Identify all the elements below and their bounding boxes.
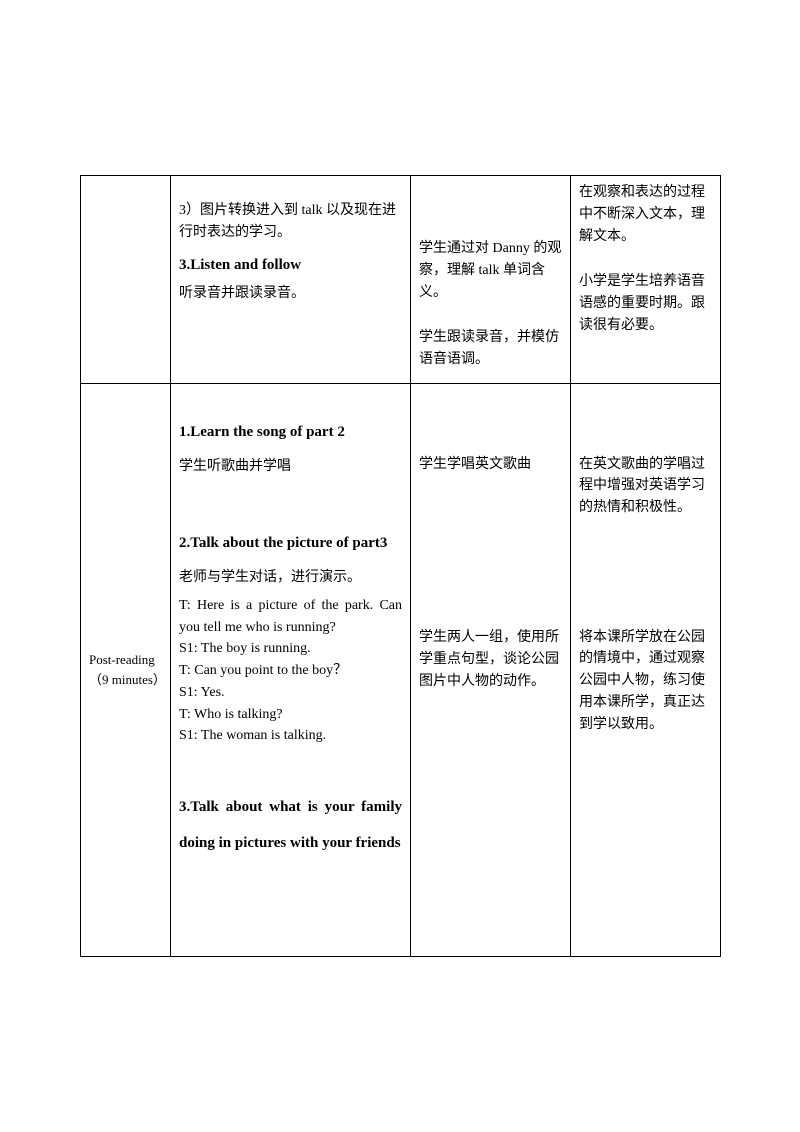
activity-text: 学生听歌曲并学唱 bbox=[179, 456, 402, 478]
activity-heading: 3.Listen and follow bbox=[179, 254, 402, 277]
stage-duration: （9 minutes） bbox=[89, 670, 162, 690]
student-cell: 学生学唱英文歌曲 学生两人一组，使用所学重点句型，谈论公园图片中人物的动作。 bbox=[411, 383, 571, 956]
stage-cell bbox=[81, 176, 171, 383]
student-text: 学生通过对 Danny 的观察，理解 talk 单词含义。 bbox=[419, 238, 562, 303]
student-text: 学生跟读录音，并模仿语音语调。 bbox=[419, 327, 562, 370]
activity-text: 老师与学生对话，进行演示。 bbox=[179, 567, 402, 589]
table-row: 3）图片转换进入到 talk 以及现在进行时表达的学习。 3.Listen an… bbox=[81, 176, 721, 383]
activity-cell: 3）图片转换进入到 talk 以及现在进行时表达的学习。 3.Listen an… bbox=[171, 176, 411, 383]
dialogue-line: T: Here is a picture of the park. Can yo… bbox=[179, 595, 402, 638]
dialogue-line: T: Can you point to the boy？ bbox=[179, 660, 402, 682]
purpose-cell: 在观察和表达的过程中不断深入文本，理解文本。 小学是学生培养语音语感的重要时期。… bbox=[571, 176, 721, 383]
document-page: 3）图片转换进入到 talk 以及现在进行时表达的学习。 3.Listen an… bbox=[80, 175, 720, 956]
dialogue-line: S1: Yes. bbox=[179, 682, 402, 704]
activity-text: 3）图片转换进入到 talk 以及现在进行时表达的学习。 bbox=[179, 200, 402, 243]
lesson-plan-table: 3）图片转换进入到 talk 以及现在进行时表达的学习。 3.Listen an… bbox=[80, 175, 721, 956]
student-text: 学生两人一组，使用所学重点句型，谈论公园图片中人物的动作。 bbox=[419, 627, 562, 692]
stage-label: Post-reading bbox=[89, 650, 162, 670]
activity-cell: 1.Learn the song of part 2 学生听歌曲并学唱 2.Ta… bbox=[171, 383, 411, 956]
dialogue-block: T: Here is a picture of the park. Can yo… bbox=[179, 595, 402, 747]
activity-heading: 1.Learn the song of part 2 bbox=[179, 414, 402, 450]
table-row: Post-reading （9 minutes） 1.Learn the son… bbox=[81, 383, 721, 956]
purpose-text: 小学是学生培养语音语感的重要时期。跟读很有必要。 bbox=[579, 271, 712, 336]
activity-heading: 2.Talk about the picture of part3 bbox=[179, 525, 402, 561]
activity-text: 听录音并跟读录音。 bbox=[179, 283, 402, 305]
stage-cell: Post-reading （9 minutes） bbox=[81, 383, 171, 956]
purpose-text: 在观察和表达的过程中不断深入文本，理解文本。 bbox=[579, 182, 712, 247]
dialogue-line: S1: The woman is talking. bbox=[179, 725, 402, 747]
activity-heading: 3.Talk about what is your family doing i… bbox=[179, 789, 402, 861]
student-cell: 学生通过对 Danny 的观察，理解 talk 单词含义。 学生跟读录音，并模仿… bbox=[411, 176, 571, 383]
purpose-cell: 在英文歌曲的学唱过程中增强对英语学习的热情和积极性。 将本课所学放在公园的情境中… bbox=[571, 383, 721, 956]
purpose-text: 在英文歌曲的学唱过程中增强对英语学习的热情和积极性。 bbox=[579, 454, 712, 519]
purpose-text: 将本课所学放在公园的情境中，通过观察公园中人物，练习使用本课所学，真正达到学以致… bbox=[579, 627, 712, 735]
student-text: 学生学唱英文歌曲 bbox=[419, 454, 562, 476]
dialogue-line: S1: The boy is running. bbox=[179, 638, 402, 660]
dialogue-line: T: Who is talking? bbox=[179, 704, 402, 726]
